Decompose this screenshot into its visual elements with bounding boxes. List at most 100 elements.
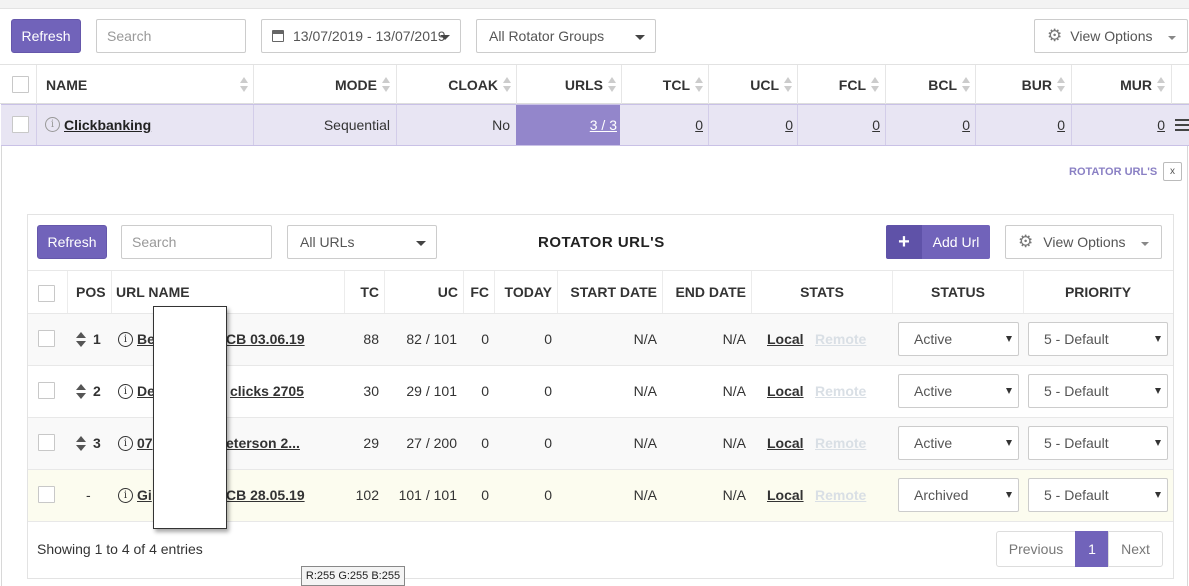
url-filter-select[interactable]: All URLs	[287, 225, 437, 259]
stats-local-link[interactable]: Local	[767, 331, 804, 347]
date-range-text: 13/07/2019 - 13/07/2019	[293, 28, 446, 44]
rotator-name-link[interactable]: Clickbanking	[64, 117, 152, 133]
rotator-group-select[interactable]: All Rotator Groups	[476, 19, 656, 53]
url-name-link[interactable]: De	[137, 383, 155, 399]
info-icon[interactable]: i	[118, 332, 133, 347]
uc-value: 29 / 101	[406, 383, 457, 399]
pagination-next[interactable]: Next	[1108, 531, 1163, 567]
header-priority[interactable]: PRIORITY	[1064, 284, 1132, 300]
header-mur[interactable]: MUR	[1120, 77, 1152, 93]
mode-value: Sequential	[323, 117, 390, 133]
header-pos[interactable]: POS	[76, 284, 106, 300]
caret-down-icon	[416, 241, 426, 246]
header-cloak[interactable]: CLOAK	[448, 77, 498, 93]
header-mode[interactable]: MODE	[335, 77, 377, 93]
panel-refresh-button[interactable]: Refresh	[37, 225, 107, 259]
panel-view-options-button[interactable]: ⚙ View Options	[1005, 225, 1162, 259]
info-icon[interactable]: i	[45, 117, 60, 132]
header-url-name[interactable]: URL NAME	[116, 284, 190, 300]
sort-icon	[784, 77, 792, 93]
header-fc[interactable]: FC	[470, 284, 489, 300]
url-name-link[interactable]: 07	[137, 435, 153, 451]
stats-remote-link[interactable]: Remote	[815, 435, 867, 451]
pagination-page-1[interactable]: 1	[1075, 531, 1109, 567]
fc-value: 0	[481, 487, 489, 503]
today-value: 0	[544, 383, 552, 399]
info-icon[interactable]: i	[118, 384, 133, 399]
header-ucl[interactable]: UCL	[750, 77, 779, 93]
header-name[interactable]: NAME	[46, 77, 88, 93]
header-today[interactable]: TODAY	[504, 284, 552, 300]
bcl-link[interactable]: 0	[962, 117, 970, 133]
status-select[interactable]: Active	[898, 374, 1019, 408]
row-menu-icon[interactable]	[1175, 105, 1189, 145]
header-start-date[interactable]: START DATE	[570, 284, 657, 300]
priority-select[interactable]: 5 - Default	[1028, 322, 1168, 356]
header-bur[interactable]: BUR	[1021, 77, 1052, 93]
end-date-value: N/A	[722, 487, 746, 503]
stats-remote-link[interactable]: Remote	[815, 383, 867, 399]
reorder-icon[interactable]	[76, 332, 86, 348]
sort-icon	[608, 77, 616, 93]
row-checkbox[interactable]	[38, 382, 55, 399]
view-options-button[interactable]: ⚙ View Options	[1034, 19, 1188, 53]
status-select[interactable]: Archived	[898, 478, 1019, 512]
reorder-icon[interactable]	[76, 384, 86, 400]
header-uc[interactable]: UC	[437, 284, 458, 300]
info-icon[interactable]: i	[118, 488, 133, 503]
row-checkbox[interactable]	[12, 116, 29, 133]
close-button[interactable]: x	[1163, 162, 1182, 181]
add-url-button[interactable]: + Add Url	[886, 225, 990, 259]
uc-value: 82 / 101	[406, 331, 457, 347]
stats-local-link[interactable]: Local	[767, 383, 804, 399]
stats-remote-link[interactable]: Remote	[815, 487, 867, 503]
header-bcl[interactable]: BCL	[928, 77, 957, 93]
row-checkbox[interactable]	[38, 330, 55, 347]
panel-search-input[interactable]: Search	[121, 225, 272, 259]
header-status[interactable]: STATUS	[931, 284, 985, 300]
url-name-link-tail[interactable]: CB 28.05.19	[226, 487, 305, 503]
priority-select[interactable]: 5 - Default	[1028, 426, 1168, 460]
priority-select[interactable]: 5 - Default	[1028, 374, 1168, 408]
row-checkbox[interactable]	[38, 486, 55, 503]
main-table-header: NAME MODE CLOAK URLS TCL UCL FCL BCL BUR…	[0, 64, 1189, 105]
header-tc[interactable]: TC	[360, 284, 379, 300]
status-select[interactable]: Active	[898, 322, 1019, 356]
url-name-link-tail[interactable]: eterson 2...	[226, 435, 300, 451]
reorder-icon[interactable]	[76, 436, 86, 452]
header-stats[interactable]: STATS	[800, 284, 844, 300]
mur-link[interactable]: 0	[1157, 117, 1165, 133]
table-row[interactable]: i Clickbanking Sequential No 3 / 3 0 0 0…	[1, 104, 1189, 146]
urls-link[interactable]: 3 / 3	[589, 117, 617, 133]
search-input[interactable]: Search	[96, 19, 246, 53]
panel-select-all-checkbox[interactable]	[38, 285, 55, 302]
url-name-link[interactable]: Be	[137, 331, 155, 347]
ucl-link[interactable]: 0	[785, 117, 793, 133]
header-urls[interactable]: URLS	[564, 77, 603, 93]
select-all-checkbox[interactable]	[12, 76, 29, 93]
stats-remote-link[interactable]: Remote	[815, 331, 867, 347]
url-name-link[interactable]: Gi	[137, 487, 152, 503]
stats-local-link[interactable]: Local	[767, 487, 804, 503]
date-range-picker[interactable]: 13/07/2019 - 13/07/2019	[261, 19, 461, 53]
info-icon[interactable]: i	[118, 436, 133, 451]
status-value: Active	[914, 435, 953, 451]
url-name-link-tail[interactable]: CB 03.06.19	[226, 331, 305, 347]
caret-down-icon	[440, 35, 450, 40]
gear-icon: ⚙	[1018, 232, 1034, 251]
status-select[interactable]: Active	[898, 426, 1019, 460]
header-tcl[interactable]: TCL	[662, 77, 690, 93]
header-end-date[interactable]: END DATE	[675, 284, 746, 300]
url-filter-text: All URLs	[300, 234, 355, 250]
stats-local-link[interactable]: Local	[767, 435, 804, 451]
priority-select[interactable]: 5 - Default	[1028, 478, 1168, 512]
url-name-link-tail[interactable]: clicks 2705	[230, 383, 304, 399]
tcl-link[interactable]: 0	[695, 117, 703, 133]
row-checkbox[interactable]	[38, 434, 55, 451]
bur-link[interactable]: 0	[1057, 117, 1065, 133]
header-fcl[interactable]: FCL	[838, 77, 866, 93]
pagination-previous[interactable]: Previous	[996, 531, 1076, 567]
fcl-link[interactable]: 0	[872, 117, 880, 133]
sort-icon	[1157, 77, 1165, 93]
refresh-button[interactable]: Refresh	[11, 19, 81, 53]
